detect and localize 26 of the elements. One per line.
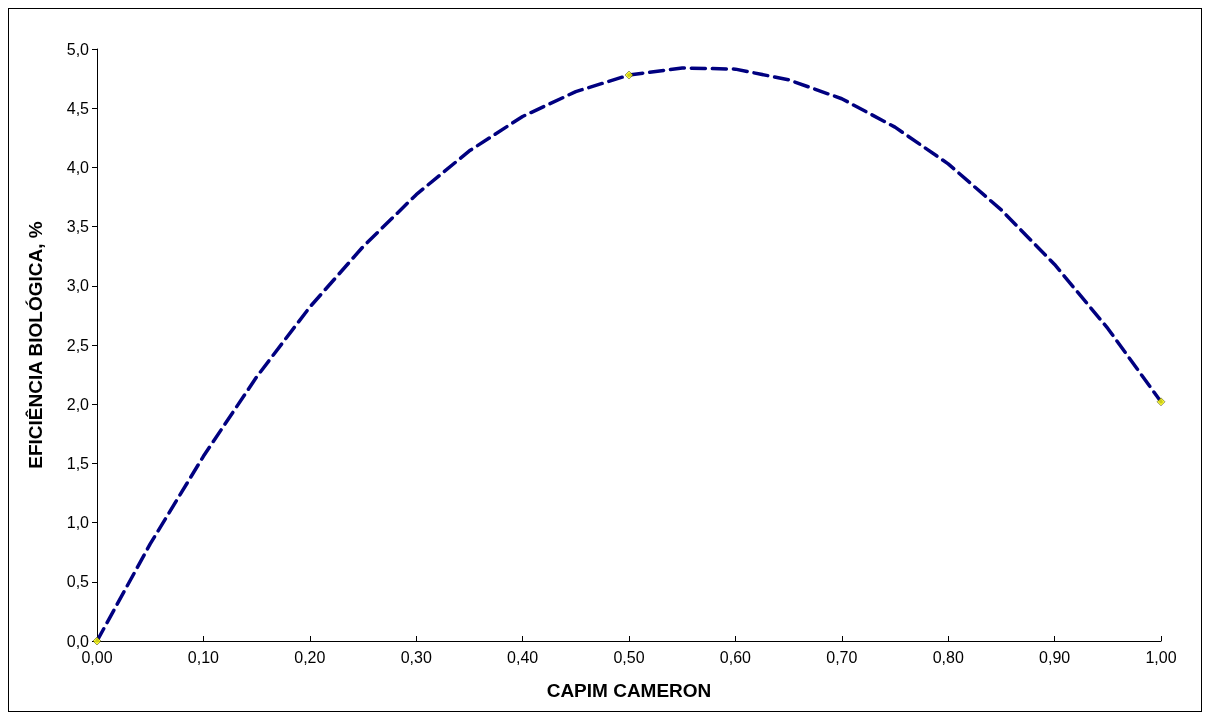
x-tick-label: 0,40 [507, 648, 539, 666]
x-tick-label: 0,80 [932, 648, 964, 666]
y-tick-label: 5,0 [66, 40, 90, 58]
point [1156, 397, 1166, 407]
x-tick-label: 0,10 [187, 648, 220, 666]
y-tick-label: 1,5 [66, 454, 90, 472]
x-tick-label: 0,60 [719, 648, 752, 666]
y-tick-label: 3,5 [66, 218, 90, 236]
x-tick-label: 0,30 [400, 648, 432, 666]
x-axis-title: CAPIM CAMERON [546, 680, 712, 701]
x-tick-label: 0,50 [613, 648, 645, 666]
y-tick-label: 2,5 [66, 336, 90, 354]
x-tick-label: 0,00 [81, 648, 113, 666]
y-tick-label: 0,5 [66, 573, 90, 591]
y-axis-title: EFICIÊNCIA BIOLÓGICA, % [25, 221, 46, 469]
point [624, 70, 634, 80]
y-tick-label: 0,0 [66, 632, 90, 650]
y-tick-label: 2,0 [66, 395, 90, 413]
y-tick-label: 1,0 [66, 514, 90, 532]
x-tick-label: 0,90 [1039, 648, 1071, 666]
y-tick-label: 4,5 [66, 99, 90, 117]
y-tick-label: 3,0 [66, 277, 90, 295]
y-tick-label: 4,0 [66, 158, 90, 176]
x-tick-label: 1,00 [1145, 648, 1177, 666]
x-tick-label: 0,20 [294, 648, 326, 666]
x-tick-label: 0,70 [826, 648, 858, 666]
